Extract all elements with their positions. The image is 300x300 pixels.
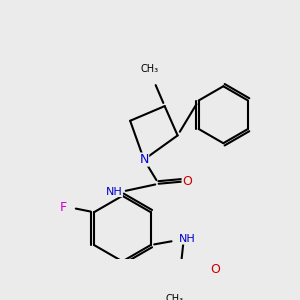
Text: NH: NH [178, 234, 195, 244]
Text: NH: NH [106, 187, 122, 196]
Text: O: O [210, 263, 220, 276]
Text: F: F [60, 201, 67, 214]
Text: N: N [139, 153, 148, 166]
Text: CH₃: CH₃ [140, 64, 158, 74]
Text: O: O [182, 175, 192, 188]
Text: CH₃: CH₃ [166, 294, 184, 300]
